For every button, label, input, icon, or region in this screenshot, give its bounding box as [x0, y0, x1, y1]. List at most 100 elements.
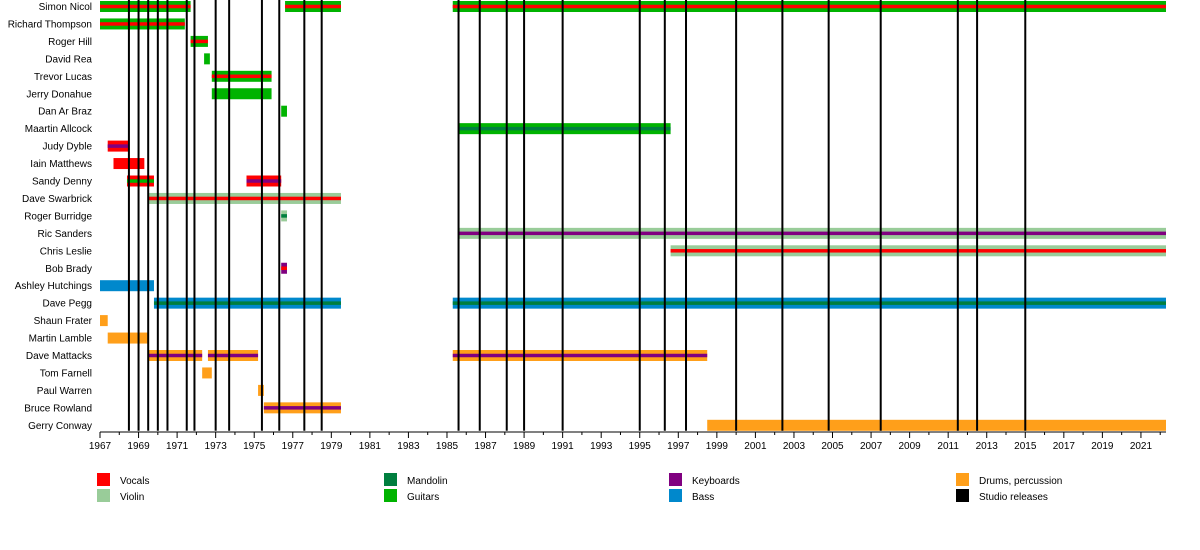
x-tick-label-1979: 1979 — [320, 441, 343, 452]
x-tick-label-1969: 1969 — [127, 441, 150, 452]
bar-stripe-roger-hill-1 — [190, 39, 208, 44]
bar-stripe-sandy-denny-2 — [246, 179, 282, 183]
bar-stripe-bob-brady-1 — [281, 266, 287, 270]
legend-label-vocals: Vocals — [120, 476, 149, 487]
legend-label-mandolin: Mandolin — [407, 476, 448, 487]
studio-release-lines — [127, 0, 1027, 431]
member-label-gerry-conway: Gerry Conway — [28, 421, 92, 432]
x-tick-label-1967: 1967 — [89, 441, 112, 452]
x-tick-label-1997: 1997 — [667, 441, 690, 452]
bar-stripe-maartin-allcock-1 — [458, 126, 671, 131]
bar-stripe-simon-nicol-3 — [452, 4, 1166, 9]
legend-label-drums-percussion: Drums, percussion — [979, 476, 1062, 487]
member-label-simon-nicol: Simon Nicol — [39, 2, 92, 13]
legend-label-keyboards: Keyboards — [692, 476, 740, 487]
member-label-martin-lamble: Martin Lamble — [29, 334, 93, 345]
member-bars — [100, 1, 1166, 431]
legend-label-guitars: Guitars — [407, 492, 439, 503]
x-tick-label-1975: 1975 — [243, 441, 266, 452]
member-label-jerry-donahue: Jerry Donahue — [26, 89, 92, 100]
bar-stripe-trevor-lucas-1 — [211, 74, 272, 79]
bar-stripe-ric-sanders-1 — [458, 231, 1166, 236]
x-tick-label-2017: 2017 — [1053, 441, 1076, 452]
member-label-roger-burridge: Roger Burridge — [24, 211, 92, 222]
legend-swatch-studio-releases — [956, 489, 969, 502]
x-tick-label-1971: 1971 — [166, 441, 189, 452]
bar-gerry-conway-1 — [707, 419, 1166, 431]
bar-stripe-dave-pegg-1 — [153, 301, 341, 305]
member-label-dan-ar-braz: Dan Ar Braz — [38, 107, 92, 118]
legend-swatch-vocals — [97, 473, 110, 486]
x-tick-label-2003: 2003 — [783, 441, 806, 452]
bar-stripe-dave-mattacks-3 — [452, 353, 708, 358]
member-label-shaun-frater: Shaun Frater — [34, 316, 93, 327]
x-tick-label-2021: 2021 — [1130, 441, 1153, 452]
member-label-judy-dyble: Judy Dyble — [43, 142, 93, 153]
bar-stripe-sandy-denny-1 — [126, 179, 154, 183]
x-tick-label-2007: 2007 — [860, 441, 883, 452]
x-tick-label-1991: 1991 — [552, 441, 575, 452]
member-label-paul-warren: Paul Warren — [37, 386, 92, 397]
x-tick-label-1999: 1999 — [706, 441, 729, 452]
x-tick-label-1977: 1977 — [282, 441, 305, 452]
legend-swatch-violin — [97, 489, 110, 502]
x-axis: 1967 1969 1971 1973 1975 1977 1979 1981 1983 1985… — [89, 431, 1166, 452]
member-label-ric-sanders: Ric Sanders — [38, 229, 92, 240]
legend-label-violin: Violin — [120, 492, 144, 503]
bar-dan-ar-braz-1 — [281, 105, 287, 117]
member-label-ashley-hutchings: Ashley Hutchings — [15, 281, 92, 292]
legend: Vocals Mandolin Keyboards Drums, percussion… — [97, 473, 1062, 503]
member-label-david-rea: David Rea — [45, 54, 92, 65]
legend-swatch-keyboards — [669, 473, 682, 486]
bar-stripe-dave-mattacks-2 — [207, 353, 259, 358]
x-tick-label-2011: 2011 — [937, 441, 959, 452]
bar-tom-farnell-1 — [202, 367, 212, 379]
bar-stripe-roger-burridge-1 — [281, 214, 287, 218]
x-tick-label-2001: 2001 — [744, 441, 767, 452]
x-tick-label-2015: 2015 — [1014, 441, 1037, 452]
member-label-maartin-allcock: Maartin Allcock — [25, 124, 93, 135]
x-tick-label-1985: 1985 — [436, 441, 459, 452]
x-tick-label-2013: 2013 — [976, 441, 999, 452]
member-label-bruce-rowland: Bruce Rowland — [24, 403, 92, 414]
x-tick-label-1993: 1993 — [590, 441, 613, 452]
bar-stripe-dave-pegg-2 — [452, 301, 1166, 305]
x-tick-label-1989: 1989 — [513, 441, 536, 452]
bar-stripe-bruce-rowland-1 — [263, 406, 341, 410]
x-tick-label-2005: 2005 — [821, 441, 844, 452]
bar-ashley-hutchings-1 — [100, 280, 154, 292]
bar-stripe-richard-thompson-1 — [100, 22, 185, 26]
legend-label-studio-releases: Studio releases — [979, 492, 1048, 503]
member-label-bob-brady: Bob Brady — [45, 264, 92, 275]
member-label-dave-mattacks: Dave Mattacks — [26, 351, 92, 362]
x-tick-label-1987: 1987 — [474, 441, 497, 452]
bar-shaun-frater-1 — [100, 315, 108, 327]
member-label-chris-leslie: Chris Leslie — [40, 246, 93, 257]
bar-stripe-dave-swarbrick-1 — [148, 196, 341, 201]
bar-jerry-donahue-1 — [211, 88, 272, 100]
bar-stripe-chris-leslie-1 — [670, 249, 1166, 253]
x-tick-label-2019: 2019 — [1091, 441, 1114, 452]
x-tick-label-1983: 1983 — [397, 441, 420, 452]
member-label-dave-swarbrick: Dave Swarbrick — [22, 194, 93, 205]
x-tick-label-1981: 1981 — [359, 441, 382, 452]
member-label-iain-matthews: Iain Matthews — [30, 159, 92, 170]
legend-swatch-bass — [669, 489, 682, 502]
legend-label-bass: Bass — [692, 492, 714, 503]
member-label-roger-hill: Roger Hill — [48, 37, 92, 48]
member-labels: Simon Nicol Richard Thompson Roger Hill Dav… — [8, 2, 93, 432]
bar-stripe-judy-dyble-1 — [107, 144, 129, 148]
member-label-tom-farnell: Tom Farnell — [40, 368, 92, 379]
bar-stripe-simon-nicol-2 — [285, 4, 341, 9]
bar-stripe-dave-mattacks-1 — [148, 353, 203, 358]
member-label-sandy-denny: Sandy Denny — [32, 177, 92, 188]
member-label-dave-pegg: Dave Pegg — [43, 299, 92, 310]
member-label-richard-thompson: Richard Thompson — [8, 19, 92, 30]
member-label-trevor-lucas: Trevor Lucas — [34, 72, 92, 83]
x-tick-label-1995: 1995 — [629, 441, 652, 452]
bar-stripe-simon-nicol-1 — [100, 4, 191, 9]
legend-swatch-drums-percussion — [956, 473, 969, 486]
x-tick-label-1973: 1973 — [205, 441, 228, 452]
legend-swatch-mandolin — [384, 473, 397, 486]
